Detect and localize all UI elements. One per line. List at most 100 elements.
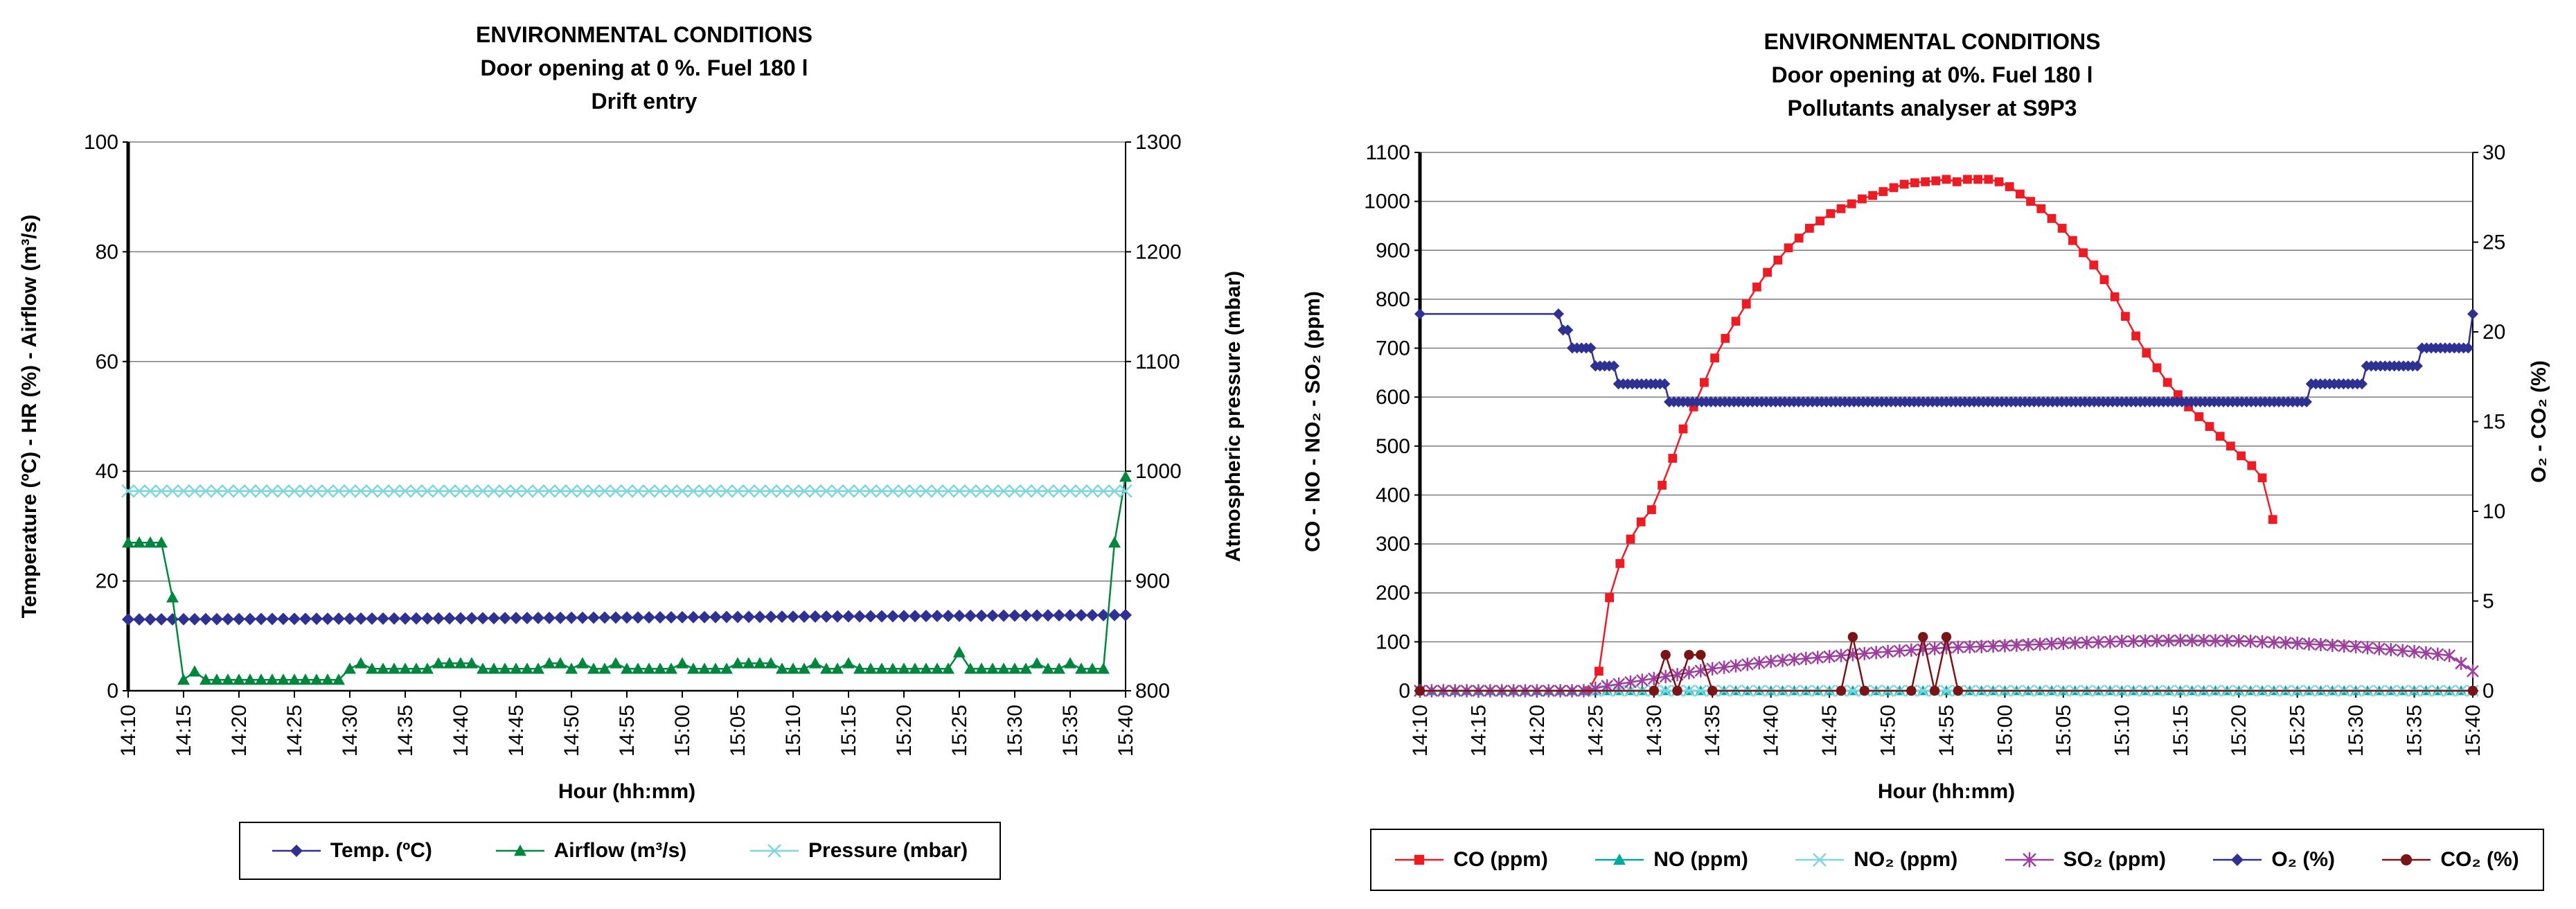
data-point-so-ppm: [1788, 653, 1801, 667]
x-tick-label: 14:15: [172, 705, 195, 757]
data-point-temp-c: [598, 611, 611, 624]
x-tick-label: 14:55: [616, 705, 639, 757]
data-point-o: [1659, 378, 1671, 390]
x-tick-label: 14:15: [1467, 705, 1490, 757]
data-point-co-ppm: [2237, 451, 2246, 461]
data-point-so-ppm: [2291, 636, 2304, 651]
y-right-tick-label: 1000: [1135, 460, 1182, 483]
data-point-airflow-m-s: [144, 536, 157, 548]
data-point-airflow-m-s: [776, 662, 788, 674]
y-right-tick-label: 25: [2482, 231, 2505, 254]
data-point-pressure-mbar: [1052, 484, 1066, 498]
data-point-airflow-m-s: [288, 673, 301, 685]
y-left-axis-label: CO - NO - NO₂ - SO₂ (ppm): [1302, 291, 1324, 552]
data-point-so-ppm: [1811, 651, 1824, 664]
y-left-tick-label: 100: [84, 131, 118, 154]
data-point-pressure-mbar: [409, 484, 423, 498]
data-point-pressure-mbar: [808, 484, 822, 498]
data-point-no-ppm: [1940, 685, 1953, 697]
data-point-temp-c: [621, 611, 633, 624]
data-point-pressure-mbar: [897, 484, 911, 498]
right-title-line-3: Pollutants analyser at S9P3: [1787, 96, 2077, 121]
data-point-co-ppm: [1710, 353, 1719, 363]
data-point-temp-c: [332, 612, 345, 626]
data-point-so-ppm: [2314, 637, 2327, 652]
data-point-pressure-mbar: [454, 484, 468, 498]
data-point-so-ppm: [1624, 676, 1637, 689]
data-point-temp-c: [321, 612, 334, 626]
legend-swatch-marker: [513, 845, 526, 856]
y-left-tick-label: 0: [1398, 680, 1410, 703]
data-point-airflow-m-s: [787, 662, 799, 674]
x-tick-label: 15:00: [671, 705, 694, 757]
data-point-co-ppm: [2005, 182, 2014, 191]
data-point-temp-c: [643, 611, 655, 624]
data-point-temp-c: [454, 612, 467, 625]
data-point-co-ppm: [2026, 197, 2035, 206]
data-point-temp-c: [809, 610, 821, 623]
data-point-so-ppm: [1718, 660, 1730, 674]
data-point-pressure-mbar: [830, 484, 844, 498]
data-point-pressure-mbar: [531, 484, 545, 498]
legend-item-airflow-m-s: Airflow (m³/s): [495, 839, 686, 863]
data-point-so-ppm: [1730, 659, 1742, 673]
data-point-co-ppm: [1794, 233, 1804, 243]
data-point-co-ppm: [1752, 282, 1761, 292]
legend-swatch-no-ppm: [1595, 854, 1644, 865]
data-point-temp-c: [432, 612, 445, 625]
data-point-temp-c: [211, 612, 223, 626]
series-o: [1414, 308, 2478, 408]
legend-label: CO (ppm): [1453, 848, 1548, 871]
data-point-co-ppm: [2194, 412, 2204, 421]
data-point-pressure-mbar: [664, 484, 678, 498]
y-right-tick-label: 800: [1135, 680, 1170, 703]
data-point-so-ppm: [2467, 664, 2479, 678]
y-right-tick-label: 30: [2482, 141, 2505, 164]
data-point-so-ppm: [1893, 644, 1906, 658]
x-tick-label: 15:40: [2462, 705, 2485, 757]
data-point-temp-c: [953, 609, 966, 622]
data-point-pressure-mbar: [731, 484, 745, 498]
data-point-temp-c: [687, 610, 700, 624]
data-point-co-ppm: [1773, 256, 1783, 265]
data-point-temp-c: [942, 609, 954, 622]
y-left-tick-label: 200: [1376, 582, 1410, 605]
data-point-airflow-m-s: [366, 662, 378, 674]
data-point-airflow-m-s: [166, 591, 179, 603]
y-left-axis-label: Temperature (ºC) - HR (%) - Airflow (m³/…: [18, 215, 41, 619]
data-point-o: [1562, 324, 1574, 336]
x-tick-label: 14:50: [1877, 705, 1900, 757]
data-point-airflow-m-s: [321, 673, 334, 685]
data-point-airflow-m-s: [654, 662, 666, 674]
data-point-temp-c: [488, 612, 500, 625]
data-point-pressure-mbar: [387, 484, 401, 498]
y-right-tick-label: 15: [2482, 411, 2505, 434]
data-point-co-ppm: [2047, 213, 2057, 223]
data-point-co-ppm: [1763, 267, 1772, 277]
y-left-tick-label: 500: [1376, 435, 1410, 458]
data-point-o: [2301, 396, 2312, 408]
x-tick-label: 15:10: [782, 705, 805, 757]
right-chart-panel: ENVIRONMENTAL CONDITIONS Door opening at…: [1288, 0, 2576, 909]
data-point-pressure-mbar: [686, 484, 700, 498]
data-point-airflow-m-s: [388, 662, 400, 674]
data-point-pressure-mbar: [465, 484, 479, 498]
legend-swatch-marker: [2022, 852, 2036, 867]
data-point-so-ppm: [2127, 634, 2140, 648]
x-tick-label: 15:05: [727, 705, 749, 757]
data-point-so-ppm: [2408, 644, 2421, 659]
data-point-airflow-m-s: [798, 662, 810, 674]
data-point-co-ppm: [2257, 473, 2267, 483]
data-point-pressure-mbar: [576, 484, 589, 498]
data-point-pressure-mbar: [343, 484, 357, 498]
data-point-co-ppm: [2142, 348, 2151, 358]
data-point-so-ppm: [1952, 640, 1964, 654]
data-point-co-ppm: [1647, 505, 1656, 515]
y-right-tick-label: 1300: [1135, 131, 1182, 154]
data-point-co-ppm: [2099, 275, 2109, 285]
data-point-airflow-m-s: [632, 662, 644, 674]
data-point-pressure-mbar: [498, 484, 512, 498]
data-point-so-ppm: [2384, 643, 2397, 657]
data-point-airflow-m-s: [488, 662, 500, 674]
data-point-so-ppm: [2244, 635, 2257, 648]
